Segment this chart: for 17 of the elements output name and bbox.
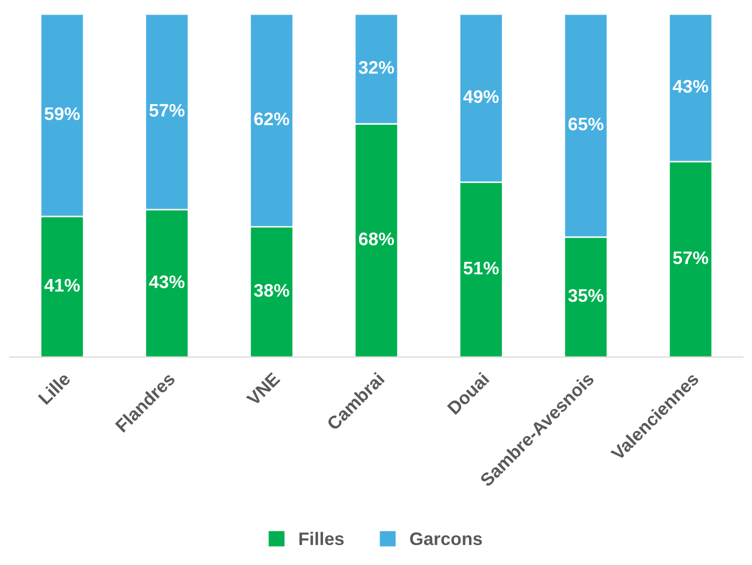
data-label: 57% <box>673 251 708 264</box>
data-label: 35% <box>568 289 604 302</box>
data-label: 57% <box>149 104 184 117</box>
data-label: 32% <box>358 61 394 74</box>
data-label: 43% <box>149 275 184 288</box>
data-label: 49% <box>463 90 499 103</box>
legend-label: Filles <box>299 532 344 546</box>
legend-label: Garcons <box>410 532 482 546</box>
data-label: 51% <box>464 262 499 274</box>
data-label: 65% <box>568 118 604 130</box>
data-label: 59% <box>44 107 80 120</box>
data-label: 38% <box>254 284 290 297</box>
data-label: 41% <box>44 278 80 292</box>
data-label: 43% <box>672 80 708 93</box>
data-label: 62% <box>254 112 290 126</box>
data-label: 68% <box>358 232 394 246</box>
x-tick-label: Lille <box>37 371 72 406</box>
